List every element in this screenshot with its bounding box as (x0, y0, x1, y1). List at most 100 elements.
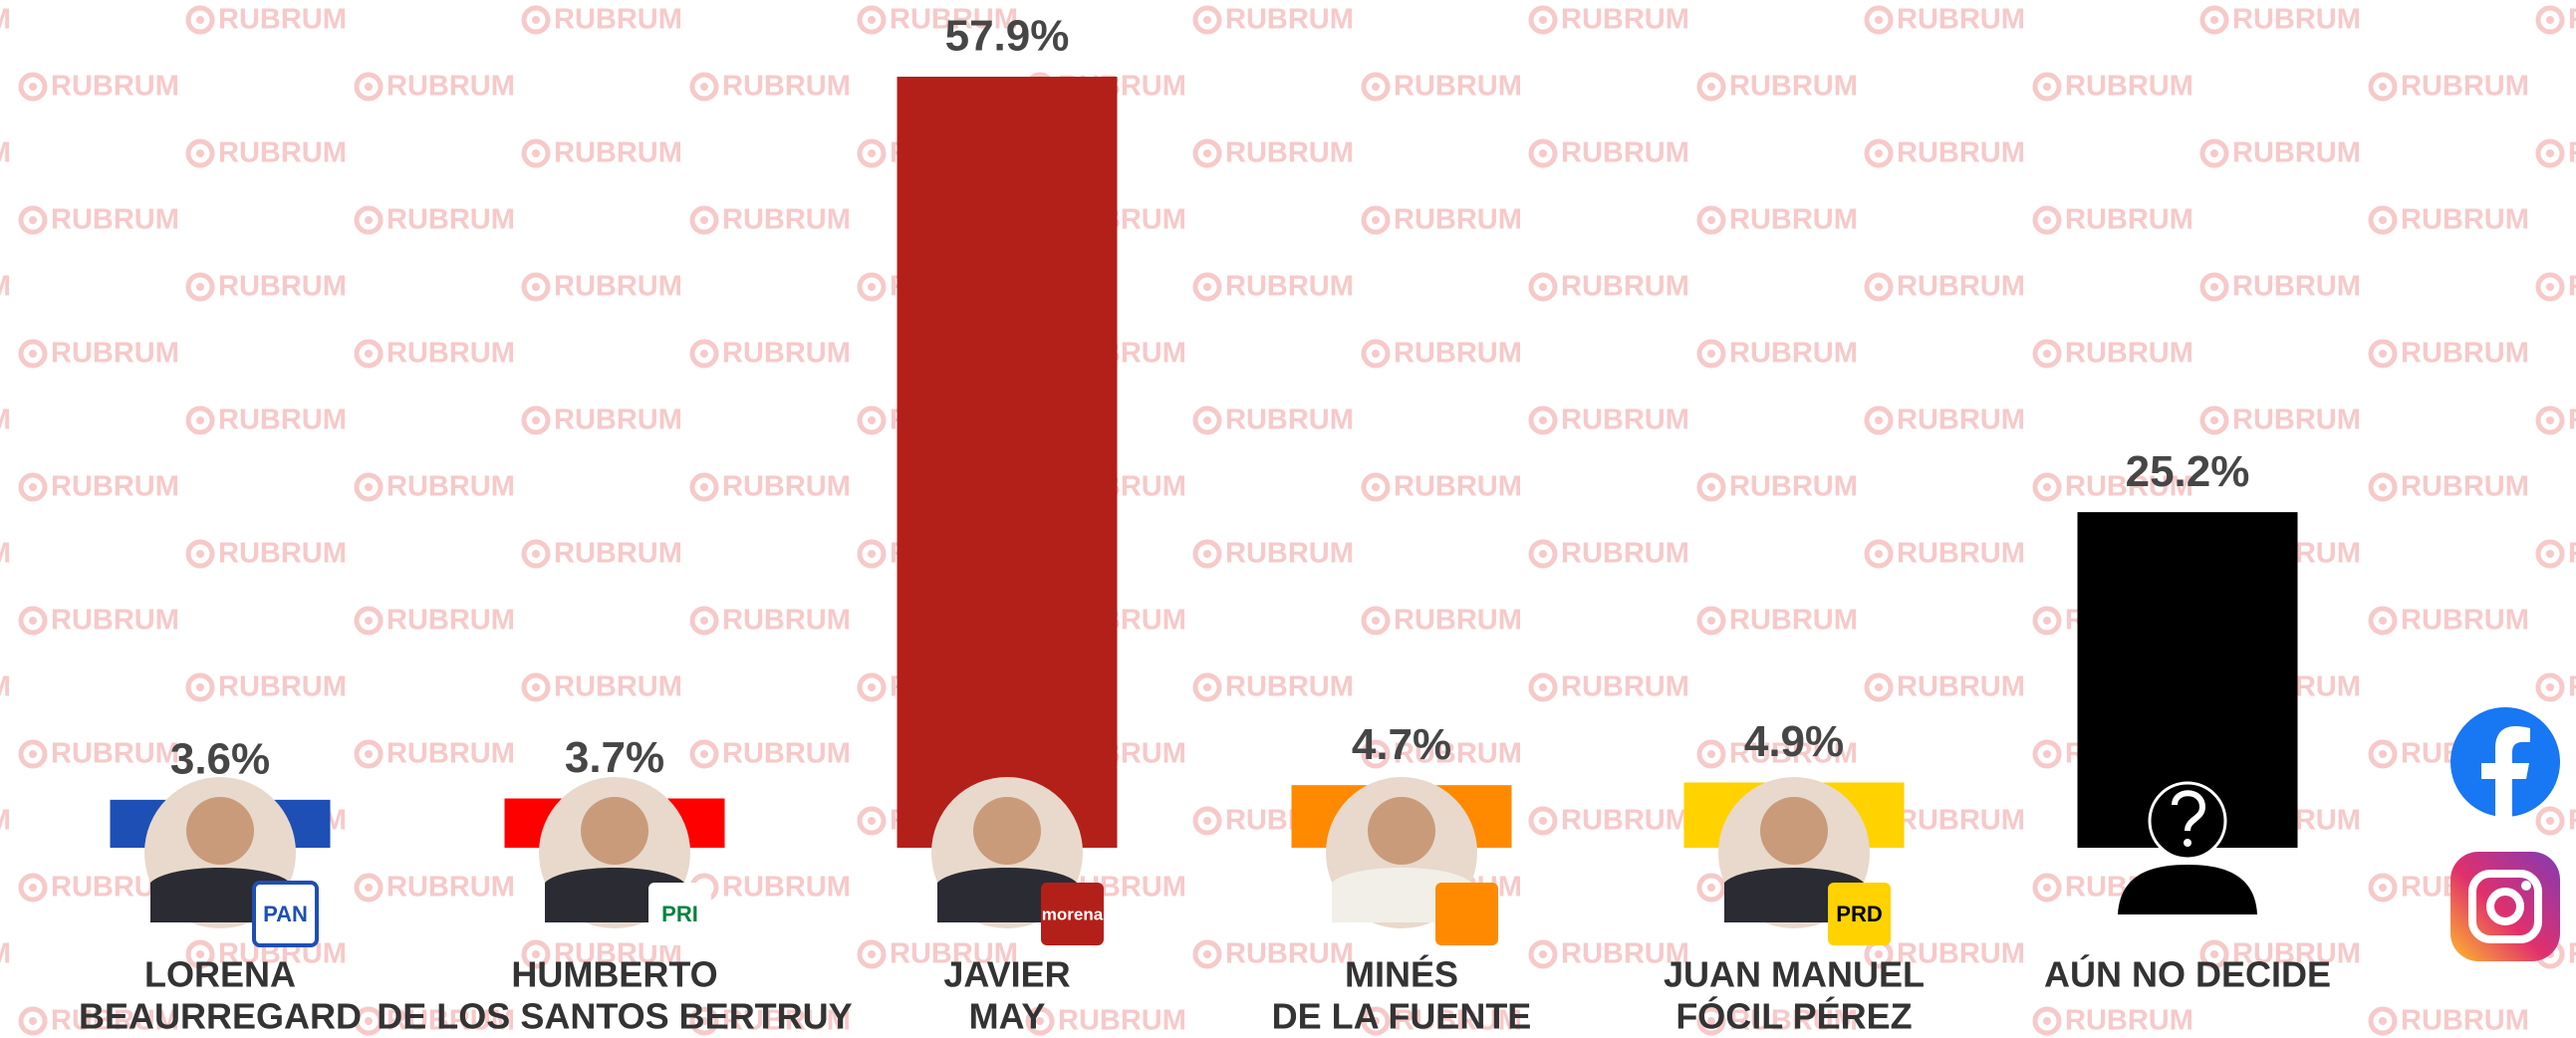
watermark-icon (2535, 539, 2565, 569)
watermark-icon (1192, 138, 1222, 168)
watermark-icon-dot (1875, 16, 1883, 24)
watermark-icon-dot (2210, 283, 2218, 291)
watermark-text: RUBRUM (218, 538, 347, 570)
watermark-icon-dot (1875, 283, 1883, 291)
watermark-icon-dot (532, 149, 540, 157)
watermark-icon (2535, 672, 2565, 702)
watermark-icon (354, 472, 384, 502)
watermark-icon (689, 739, 719, 769)
watermark-icon-dot (2546, 283, 2554, 291)
watermark-text: RUBRUM (2401, 204, 2529, 236)
watermark-icon (1361, 72, 1391, 102)
watermark-text: RUBRUM (1225, 4, 1354, 36)
watermark-text: RUBRUM (1058, 1005, 1186, 1037)
watermark-icon-dot (2546, 149, 2554, 157)
watermark-icon-dot (1036, 1017, 1044, 1025)
watermark-icon (2535, 138, 2565, 168)
watermark-icon (2368, 873, 2398, 903)
watermark-icon (2032, 72, 2062, 102)
watermark-text: RUBRUM (554, 404, 682, 436)
instagram-frame (2468, 870, 2542, 943)
watermark-icon-dot (868, 950, 876, 958)
watermark-text: RUBRUM (1394, 204, 1522, 236)
candidate-face (186, 797, 254, 865)
watermark-icon-dot (1203, 149, 1211, 157)
watermark-text: RUBRUM (2568, 538, 2576, 570)
watermark-text: RUBRUM (0, 538, 11, 570)
watermark-icon (1528, 672, 1558, 702)
watermark-icon-dot (700, 216, 708, 224)
watermark-text: RUBRUM (1897, 938, 2025, 970)
watermark-icon (857, 806, 887, 836)
party-logo (1828, 883, 1891, 945)
watermark-icon-dot (700, 350, 708, 358)
watermark-icon (1361, 606, 1391, 636)
watermark-icon-dot (1203, 416, 1211, 424)
watermark-icon (689, 472, 719, 502)
watermark-icon (1864, 272, 1894, 302)
watermark-icon-dot (365, 216, 373, 224)
watermark-icon (1864, 405, 1894, 435)
watermark-icon (2032, 205, 2062, 235)
watermark-icon (18, 606, 48, 636)
category-label: MAY (969, 996, 1046, 1037)
watermark-text: RUBRUM (1729, 71, 1858, 103)
watermark-text: RUBRUM (1225, 137, 1354, 169)
watermark-text: RUBRUM (2401, 605, 2529, 637)
watermark-icon (18, 739, 48, 769)
category-label: AÚN NO DECIDE (2044, 953, 2331, 995)
watermark-icon (2199, 5, 2229, 35)
watermark-icon-dot (868, 550, 876, 558)
watermark-text: RUBRUM (1561, 671, 1689, 703)
watermark-icon-dot (1707, 1017, 1715, 1025)
watermark-text: RUBRUM (554, 538, 682, 570)
watermark-icon-dot (2379, 483, 2387, 491)
watermark-icon-dot (532, 950, 540, 958)
watermark-icon-dot (1372, 350, 1380, 358)
watermark-icon (2032, 339, 2062, 369)
watermark-icon (1192, 672, 1222, 702)
value-label: 3.7% (565, 733, 664, 782)
category-label: DE LOS SANTOS BERTRUY (377, 996, 852, 1037)
watermark-text: RUBRUM (2232, 938, 2361, 970)
watermark-icon-dot (365, 884, 373, 892)
watermark-icon-dot (868, 416, 876, 424)
watermark-icon-dot (868, 683, 876, 691)
watermark-icon-dot (532, 283, 540, 291)
watermark-icon (689, 72, 719, 102)
watermark-text: RUBRUM (2232, 404, 2361, 436)
instagram-icon[interactable] (2450, 852, 2560, 961)
watermark-icon-dot (532, 416, 540, 424)
watermark-icon-dot (1372, 483, 1380, 491)
watermark-icon (2368, 472, 2398, 502)
watermark-icon (857, 939, 887, 969)
watermark-text: RUBRUM (2065, 71, 2193, 103)
watermark-icon-dot (1707, 216, 1715, 224)
watermark-text: RUBRUM (1561, 805, 1689, 837)
watermark-icon (354, 1006, 384, 1036)
watermark-icon (18, 472, 48, 502)
watermark-text: RUBRUM (2568, 137, 2576, 169)
watermark-text: RUBRUM (218, 4, 347, 36)
watermark-text: RUBRUM (1394, 338, 1522, 370)
watermark-text: RUBRUM (51, 71, 179, 103)
watermark-icon-dot (1203, 817, 1211, 825)
watermark-text: RUBRUM (1729, 738, 1858, 770)
party-logo (1041, 883, 1104, 945)
watermark-text: RUBRUM (51, 471, 179, 503)
watermark-text: RUBRUM (1561, 938, 1689, 970)
watermark-text: RUBRUM (1729, 471, 1858, 503)
watermark-icon (2199, 405, 2229, 435)
watermark-icon (1696, 739, 1726, 769)
watermark-icon (185, 405, 215, 435)
watermark-icon-dot (365, 750, 373, 758)
value-label: 3.6% (170, 735, 270, 784)
facebook-icon[interactable] (2450, 707, 2560, 817)
watermark-icon (1864, 5, 1894, 35)
watermark-text: RUBRUM (722, 338, 851, 370)
watermark-icon-dot (2043, 83, 2051, 91)
watermark-icon-dot (2379, 83, 2387, 91)
value-label: 25.2% (2126, 447, 2250, 496)
watermark-text: RUBRUM (0, 805, 11, 837)
watermark-icon (354, 72, 384, 102)
